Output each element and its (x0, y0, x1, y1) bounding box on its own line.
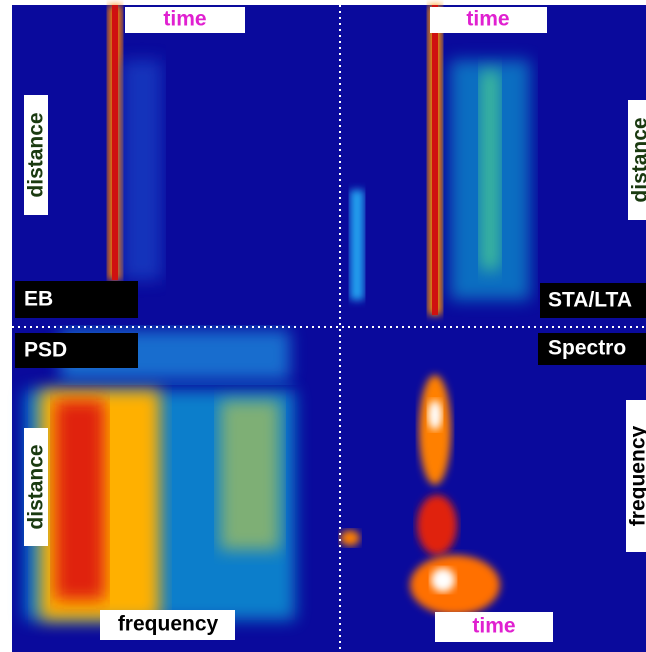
panel-name: EB (24, 288, 53, 311)
y-label: distance (629, 117, 646, 202)
heatmap-psd (25, 330, 295, 620)
y-label: distance (25, 112, 48, 197)
panel-name: PSD (24, 339, 67, 362)
panel-name: Spectro (548, 337, 626, 360)
x-label: time (472, 615, 515, 638)
y-label: distance (25, 444, 48, 529)
x-label: frequency (118, 613, 219, 636)
panel-name: STA/LTA (548, 289, 632, 312)
x-label: time (466, 8, 509, 31)
screenshot: time time distance distance EB STA/LTA P… (0, 0, 646, 652)
y-label: frequency (627, 426, 646, 527)
x-label: time (163, 8, 206, 31)
